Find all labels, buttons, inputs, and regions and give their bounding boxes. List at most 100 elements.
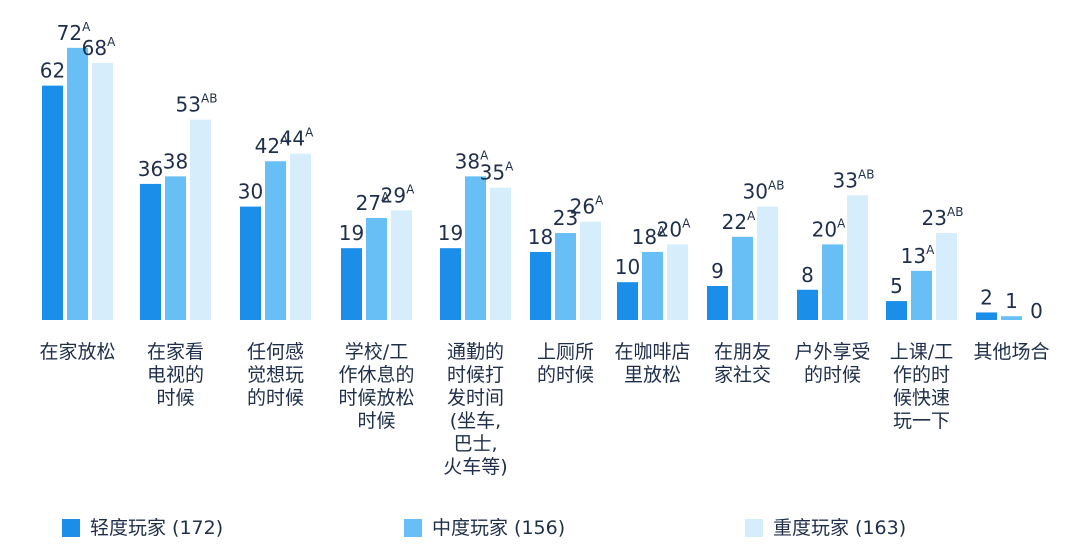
legend: 轻度玩家 (172) 中度玩家 (156) 重度玩家 (163)	[62, 517, 906, 539]
category-label: 时候	[156, 387, 194, 409]
bar	[440, 248, 461, 320]
bar	[391, 210, 412, 320]
value-label: 30AB	[743, 179, 785, 204]
category-label: 的时候	[804, 364, 861, 386]
category-label: 作休息的	[338, 364, 414, 386]
bar	[976, 312, 997, 320]
bar	[165, 176, 186, 320]
value-label: 22A	[722, 209, 756, 234]
value-label: 53AB	[176, 92, 218, 117]
bar	[936, 233, 957, 320]
category-label: 时候	[357, 410, 395, 432]
category-labels-group: 在家放松 在家看电视的时候任何感觉想玩的时候学校/工作休息的时候放松时候通勤的时候…	[39, 341, 1049, 478]
bar	[847, 195, 868, 320]
category-label: 火车等)	[443, 456, 507, 478]
value-label: 23AB	[922, 205, 964, 230]
category-label: 觉想玩	[247, 364, 304, 386]
category-label: 发时间	[447, 387, 504, 409]
category-label: 通勤的	[447, 341, 504, 363]
significance-label: AB	[768, 179, 784, 193]
legend-label: 重度玩家 (163)	[773, 517, 906, 539]
significance-label: A	[280, 133, 289, 147]
bar	[886, 301, 907, 320]
value-label: 1	[1005, 289, 1018, 313]
bar	[707, 285, 728, 320]
category-label: 任何感	[247, 341, 304, 363]
legend-label: 中度玩家 (156)	[432, 517, 565, 539]
category-label: 作的时	[893, 364, 950, 386]
bar	[465, 176, 486, 320]
value-label: 44A	[280, 126, 314, 151]
bar	[667, 244, 688, 320]
value-label: 19	[339, 221, 364, 245]
bar	[265, 161, 286, 320]
significance-label: A	[305, 126, 314, 140]
category-label: 在朋友	[714, 341, 771, 363]
category-label: 的时候	[537, 364, 594, 386]
value-label: 26A	[570, 194, 604, 219]
bar	[530, 251, 551, 320]
bar	[42, 85, 63, 320]
bar	[366, 217, 387, 320]
value-label: 68A	[82, 35, 116, 60]
value-label: 29A	[381, 182, 415, 207]
bar	[617, 282, 638, 320]
bar	[67, 47, 88, 321]
bar	[190, 119, 211, 320]
value-label: 23	[553, 206, 578, 230]
significance-label: A	[82, 20, 91, 34]
category-label: 里放松	[624, 364, 681, 386]
category-label: 在家放松	[39, 341, 115, 363]
value-label: 38	[163, 149, 188, 173]
category-label: 时候放松	[338, 387, 414, 409]
bar	[911, 270, 932, 320]
legend-swatch	[62, 519, 80, 537]
significance-label: A	[747, 209, 756, 223]
bar	[290, 153, 311, 320]
bar	[490, 187, 511, 320]
bar	[642, 251, 663, 320]
value-label: 0	[1030, 299, 1043, 323]
value-label: 2	[980, 285, 993, 309]
significance-label: AB	[947, 205, 963, 219]
significance-label: A	[595, 194, 604, 208]
legend-swatch	[404, 519, 422, 537]
bar	[140, 183, 161, 320]
significance-label: AB	[201, 92, 217, 106]
significance-label: A	[926, 243, 935, 257]
category-label: 玩一下	[893, 410, 950, 432]
bar	[797, 289, 818, 320]
value-label: 8	[801, 263, 814, 287]
category-label: 户外享受	[794, 341, 870, 363]
bar	[1001, 316, 1022, 320]
significance-label: A	[381, 190, 390, 204]
value-label: 35A	[480, 160, 514, 185]
category-label: 上课/工	[890, 341, 953, 363]
category-label: 候快速	[893, 387, 950, 409]
legend-label: 轻度玩家 (172)	[90, 517, 223, 539]
category-label: 上厕所	[537, 341, 594, 363]
bar	[240, 206, 261, 320]
significance-label: A	[657, 224, 666, 238]
category-label: 电视的	[147, 364, 204, 386]
value-label: 13A	[901, 243, 935, 268]
significance-label: A	[505, 160, 514, 174]
category-label: 其他场合	[973, 341, 1049, 363]
value-label: 30	[238, 180, 263, 204]
value-label: 19	[438, 221, 463, 245]
category-label: 家社交	[714, 364, 771, 386]
value-label: 5	[890, 274, 903, 298]
category-label: 的时候	[247, 387, 304, 409]
category-label: 学校/工	[345, 341, 408, 363]
significance-label: A	[480, 148, 489, 162]
value-label: 20A	[812, 216, 846, 241]
bar	[757, 206, 778, 320]
value-label: 18	[528, 225, 553, 249]
value-label: 36	[138, 157, 163, 181]
value-label: 62	[40, 59, 65, 83]
value-label: 9	[711, 259, 724, 283]
category-label: 在家看	[147, 341, 204, 363]
bar	[580, 221, 601, 320]
bar	[732, 236, 753, 320]
